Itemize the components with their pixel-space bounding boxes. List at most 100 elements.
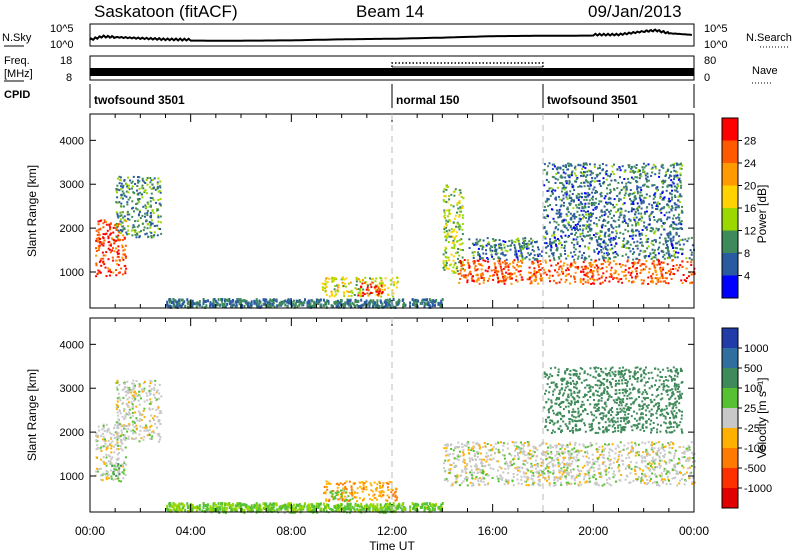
power-cell	[380, 292, 383, 295]
velocity-cell	[105, 423, 108, 426]
power-cell	[567, 222, 570, 225]
velocity-cell	[140, 397, 142, 400]
power-cell	[653, 239, 656, 241]
power-cell	[604, 235, 607, 238]
power-cell	[456, 211, 458, 214]
ground-scatter-cell	[250, 303, 253, 307]
power-cell	[116, 196, 119, 199]
power-cell	[675, 217, 678, 220]
power-cell	[107, 267, 109, 270]
ground-scatter-cell	[293, 305, 296, 309]
power-cell	[556, 186, 559, 189]
power-cell	[454, 262, 457, 265]
power-cell	[648, 217, 651, 220]
velocity-cell	[381, 494, 384, 497]
ground-scatter-cell	[282, 300, 285, 304]
power-cell	[681, 253, 684, 256]
velocity-cell	[128, 396, 131, 399]
power-cell	[578, 217, 581, 220]
power-cell	[513, 272, 516, 275]
power-cell	[605, 209, 608, 212]
power-cell	[502, 267, 505, 270]
velocity-cell	[123, 387, 126, 390]
power-cell	[105, 232, 108, 235]
power-cell	[592, 274, 595, 277]
velocity-cell	[339, 482, 342, 485]
velocity-cell	[673, 469, 676, 472]
velocity-cell	[559, 463, 562, 466]
power-cell	[487, 260, 489, 263]
velocity-cell	[337, 483, 340, 486]
power-cell	[553, 165, 556, 168]
velocity-cell	[678, 459, 681, 462]
ground-scatter-cell	[230, 304, 233, 308]
power-ylabel: Slant Range [km]	[25, 165, 39, 257]
power-cell	[641, 282, 644, 285]
ground-scatter-cell	[213, 298, 216, 301]
power-cell	[582, 165, 585, 168]
velocity-cell	[468, 452, 470, 455]
power-cell	[599, 234, 602, 237]
power-cell	[578, 245, 581, 248]
power-cell	[554, 239, 557, 242]
ground-scatter-cell	[338, 305, 341, 309]
ground-scatter-cell	[423, 302, 426, 306]
velocity-cell	[118, 422, 121, 425]
velocity-cell	[592, 461, 595, 464]
power-cell	[578, 207, 581, 210]
power-cell	[645, 177, 648, 180]
power-cell	[582, 261, 585, 264]
velocity-cell	[521, 447, 524, 450]
power-cell	[569, 163, 572, 166]
power-cell	[589, 262, 592, 264]
power-cell	[690, 261, 693, 264]
velocity-cell	[119, 435, 122, 438]
power-cell	[546, 190, 549, 192]
velocity-cell	[149, 389, 152, 392]
power-cell	[593, 166, 596, 168]
power-cell	[651, 184, 654, 187]
power-cell	[634, 213, 637, 216]
power-cell	[347, 295, 350, 298]
power-cell	[559, 167, 562, 170]
power-cell	[450, 235, 453, 238]
power-cell	[681, 266, 684, 268]
power-cell	[159, 228, 162, 230]
power-cell	[127, 176, 129, 179]
power-cell	[154, 188, 157, 191]
velocity-cell	[142, 438, 145, 441]
power-cell	[461, 216, 464, 219]
power-cell	[103, 239, 106, 242]
velocity-cell	[551, 457, 553, 460]
power-cell	[589, 213, 592, 216]
velocity-cell	[599, 471, 602, 474]
velocity-cell	[620, 459, 623, 462]
power-cell	[641, 166, 644, 169]
velocity-cell	[520, 478, 523, 481]
power-cell	[563, 225, 566, 228]
velocity-cell	[604, 465, 607, 468]
power-cell	[452, 266, 455, 269]
power-cell	[584, 281, 587, 284]
ground-scatter-cell	[331, 304, 334, 308]
velocity-cell	[130, 401, 133, 404]
power-cell	[654, 277, 657, 280]
power-cell	[608, 275, 611, 278]
power-cell	[627, 256, 630, 259]
power-cell	[551, 274, 554, 277]
power-cell	[127, 187, 130, 189]
ground-scatter-cell	[421, 299, 424, 303]
power-cell	[505, 278, 508, 281]
velocity-cell	[150, 388, 153, 391]
power-cell	[652, 197, 655, 200]
velocity-cell	[118, 409, 121, 412]
power-cell	[681, 211, 684, 214]
power-cell	[539, 260, 542, 262]
ground-scatter-cell	[172, 301, 175, 305]
velocity-cell	[153, 393, 156, 396]
power-cell	[131, 200, 134, 203]
power-cell	[464, 268, 466, 271]
power-cell	[564, 164, 567, 167]
power-cell	[472, 262, 475, 265]
velocity-cell	[95, 439, 98, 442]
